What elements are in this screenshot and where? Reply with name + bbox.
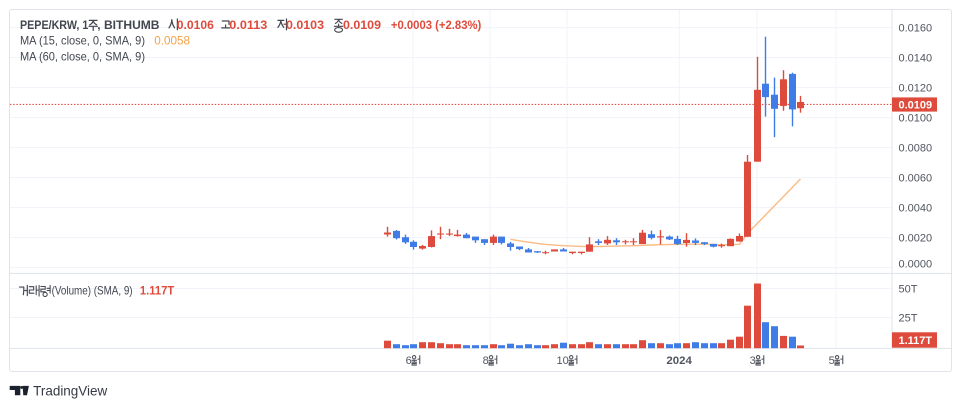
svg-text:PEPE/KRW, 1: PEPE/KRW, 1 [20, 18, 89, 32]
svg-text:TradingView: TradingView [33, 383, 108, 399]
svg-text:25T: 25T [899, 312, 918, 324]
svg-text:0.0160: 0.0160 [899, 23, 933, 35]
svg-text:3: 3 [750, 355, 756, 367]
svg-text:0.0060: 0.0060 [899, 173, 933, 185]
svg-text:0.0103: 0.0103 [286, 18, 324, 32]
svg-text:0.0109: 0.0109 [899, 100, 933, 112]
svg-text:10: 10 [557, 355, 569, 367]
svg-text:+0.0003 (+2.83%): +0.0003 (+2.83%) [391, 18, 481, 32]
svg-text:0.0140: 0.0140 [899, 53, 933, 65]
svg-text:0.0106: 0.0106 [177, 18, 214, 32]
svg-text:0.0040: 0.0040 [899, 203, 933, 215]
svg-text:MA (15, close, 0, SMA, 9): MA (15, close, 0, SMA, 9) [20, 34, 145, 48]
svg-text:0.0113: 0.0113 [229, 18, 267, 32]
svg-text:1.117T: 1.117T [140, 283, 175, 297]
svg-text:8: 8 [483, 355, 489, 367]
svg-text:0.0058: 0.0058 [154, 34, 190, 48]
svg-text:0.0020: 0.0020 [899, 233, 933, 245]
svg-text:, BITHUMB: , BITHUMB [97, 18, 160, 32]
svg-text:6: 6 [406, 355, 412, 367]
svg-text:0.0120: 0.0120 [899, 83, 933, 95]
svg-text:(Volume) (SMA, 9): (Volume) (SMA, 9) [52, 283, 133, 297]
svg-text:5: 5 [829, 355, 835, 367]
svg-text:0.0100: 0.0100 [899, 113, 933, 125]
svg-text:1.117T: 1.117T [899, 335, 933, 347]
svg-text:2024: 2024 [666, 355, 692, 367]
svg-text:0.0000: 0.0000 [899, 258, 933, 270]
svg-text:50T: 50T [899, 283, 918, 295]
svg-text:MA (60, close, 0, SMA, 9): MA (60, close, 0, SMA, 9) [20, 50, 145, 64]
svg-text:0.0109: 0.0109 [343, 18, 381, 32]
svg-text:0.0080: 0.0080 [899, 143, 933, 155]
